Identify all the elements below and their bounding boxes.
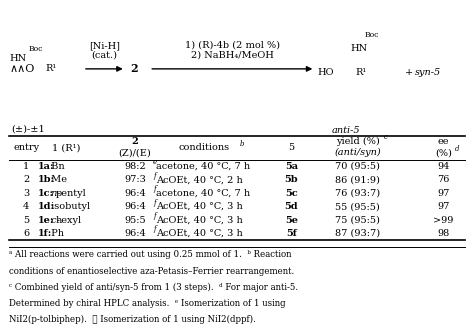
Text: 97: 97: [437, 189, 449, 198]
Text: c-: c-: [48, 216, 60, 224]
Text: AcOEt, 40 °C, 3 h: AcOEt, 40 °C, 3 h: [156, 229, 243, 238]
Text: f: f: [153, 212, 156, 220]
Text: HO: HO: [318, 68, 334, 77]
Text: 96:4: 96:4: [124, 189, 146, 198]
Text: 2: 2: [132, 137, 138, 146]
Text: 87 (93:7): 87 (93:7): [335, 229, 381, 238]
Text: 98: 98: [437, 229, 449, 238]
Text: 3: 3: [23, 189, 29, 198]
Text: 2: 2: [130, 64, 138, 74]
Text: n-: n-: [48, 189, 60, 198]
Text: R¹: R¹: [356, 68, 367, 77]
Text: Boc: Boc: [365, 31, 379, 39]
Text: 4: 4: [23, 202, 29, 211]
Text: f: f: [153, 185, 156, 193]
Text: +: +: [405, 68, 413, 77]
Text: 86 (91:9): 86 (91:9): [336, 175, 380, 184]
Text: (cat.): (cat.): [91, 51, 117, 60]
Text: acetone, 40 °C, 7 h: acetone, 40 °C, 7 h: [156, 189, 251, 198]
Text: 97:3: 97:3: [124, 175, 146, 184]
Text: f: f: [153, 172, 156, 180]
Text: 1e:: 1e:: [38, 216, 55, 224]
Text: e: e: [153, 158, 157, 166]
Text: >99: >99: [433, 216, 453, 224]
Text: 70 (95:5): 70 (95:5): [336, 162, 380, 171]
Text: 5e: 5e: [285, 216, 298, 224]
Text: Boc: Boc: [28, 45, 43, 53]
Text: ∧∧O: ∧∧O: [9, 64, 35, 74]
Text: 5f: 5f: [286, 229, 297, 238]
Text: ᶜ Combined yield of anti/syn-5 from 1 (3 steps).  ᵈ For major anti-5.: ᶜ Combined yield of anti/syn-5 from 1 (3…: [9, 283, 299, 292]
Text: 76 (93:7): 76 (93:7): [335, 189, 381, 198]
Text: yield (%): yield (%): [336, 137, 380, 146]
Text: 98:2: 98:2: [124, 162, 146, 171]
Text: 1f:: 1f:: [38, 229, 52, 238]
Text: 94: 94: [437, 162, 449, 171]
Text: 96:4: 96:4: [124, 202, 146, 211]
Text: pentyl: pentyl: [56, 189, 87, 198]
Text: Ph: Ph: [48, 229, 64, 238]
Text: 5: 5: [289, 143, 294, 152]
Text: AcOEt, 40 °C, 3 h: AcOEt, 40 °C, 3 h: [156, 202, 243, 211]
Text: conditions: conditions: [178, 143, 229, 152]
Text: 97: 97: [437, 202, 449, 211]
Text: 55 (95:5): 55 (95:5): [336, 202, 380, 211]
Text: 1) (R)-4b (2 mol %): 1) (R)-4b (2 mol %): [185, 41, 280, 50]
Text: anti-5: anti-5: [332, 126, 360, 135]
Text: 5b: 5b: [285, 175, 298, 184]
Text: hexyl: hexyl: [56, 216, 82, 224]
Text: 76: 76: [437, 175, 449, 184]
Text: (±)-±1: (±)-±1: [11, 124, 46, 133]
Text: 1: 1: [23, 162, 29, 171]
Text: entry: entry: [13, 143, 39, 152]
Text: b: b: [239, 140, 244, 148]
Text: AcOEt, 40 °C, 3 h: AcOEt, 40 °C, 3 h: [156, 216, 243, 224]
Text: (Z)/(E): (Z)/(E): [118, 149, 152, 157]
Text: 2) NaBH₄/MeOH: 2) NaBH₄/MeOH: [191, 51, 273, 60]
Text: acetone, 40 °C, 7 h: acetone, 40 °C, 7 h: [156, 162, 251, 171]
Text: 2: 2: [23, 175, 29, 184]
Text: 5: 5: [23, 216, 29, 224]
Text: f: f: [153, 225, 156, 234]
Text: Bn: Bn: [48, 162, 64, 171]
Text: 1a:: 1a:: [38, 162, 55, 171]
Text: (anti/syn): (anti/syn): [335, 148, 381, 158]
Text: conditions of enantioselective aza-Petasis–Ferrier rearrangement.: conditions of enantioselective aza-Petas…: [9, 266, 295, 276]
Text: AcOEt, 40 °C, 2 h: AcOEt, 40 °C, 2 h: [156, 175, 243, 184]
Text: R¹: R¹: [45, 65, 56, 73]
Text: 95:5: 95:5: [124, 216, 146, 224]
Text: syn-5: syn-5: [415, 68, 441, 77]
Text: f: f: [153, 199, 156, 207]
Text: Determined by chiral HPLC analysis.  ᵉ Isomerization of 1 using: Determined by chiral HPLC analysis. ᵉ Is…: [9, 299, 286, 308]
Text: HN: HN: [9, 54, 27, 63]
Text: ᵃ All reactions were carried out using 0.25 mmol of 1.  ᵇ Reaction: ᵃ All reactions were carried out using 0…: [9, 250, 292, 259]
Text: 5a: 5a: [285, 162, 298, 171]
Text: Me: Me: [48, 175, 67, 184]
Text: HN: HN: [351, 44, 368, 53]
Text: (%): (%): [435, 149, 452, 157]
Text: ee: ee: [438, 137, 449, 146]
Text: d: d: [455, 144, 459, 153]
Text: isobutyl: isobutyl: [48, 202, 90, 211]
Text: 75 (95:5): 75 (95:5): [336, 216, 380, 224]
Text: 1b:: 1b:: [38, 175, 55, 184]
Text: 1 (R¹): 1 (R¹): [52, 143, 81, 152]
Text: 6: 6: [23, 229, 29, 238]
Text: 5d: 5d: [285, 202, 298, 211]
Text: 1d:: 1d:: [38, 202, 55, 211]
Text: 96:4: 96:4: [124, 229, 146, 238]
Text: [Ni-H]: [Ni-H]: [89, 41, 120, 50]
Text: NiI2(p-tolbiphep).  ᨋ Isomerization of 1 using NiI2(dppf).: NiI2(p-tolbiphep). ᨋ Isomerization of 1 …: [9, 315, 256, 324]
Text: 5c: 5c: [285, 189, 298, 198]
Text: c: c: [384, 133, 388, 141]
Text: 1c:: 1c:: [38, 189, 54, 198]
